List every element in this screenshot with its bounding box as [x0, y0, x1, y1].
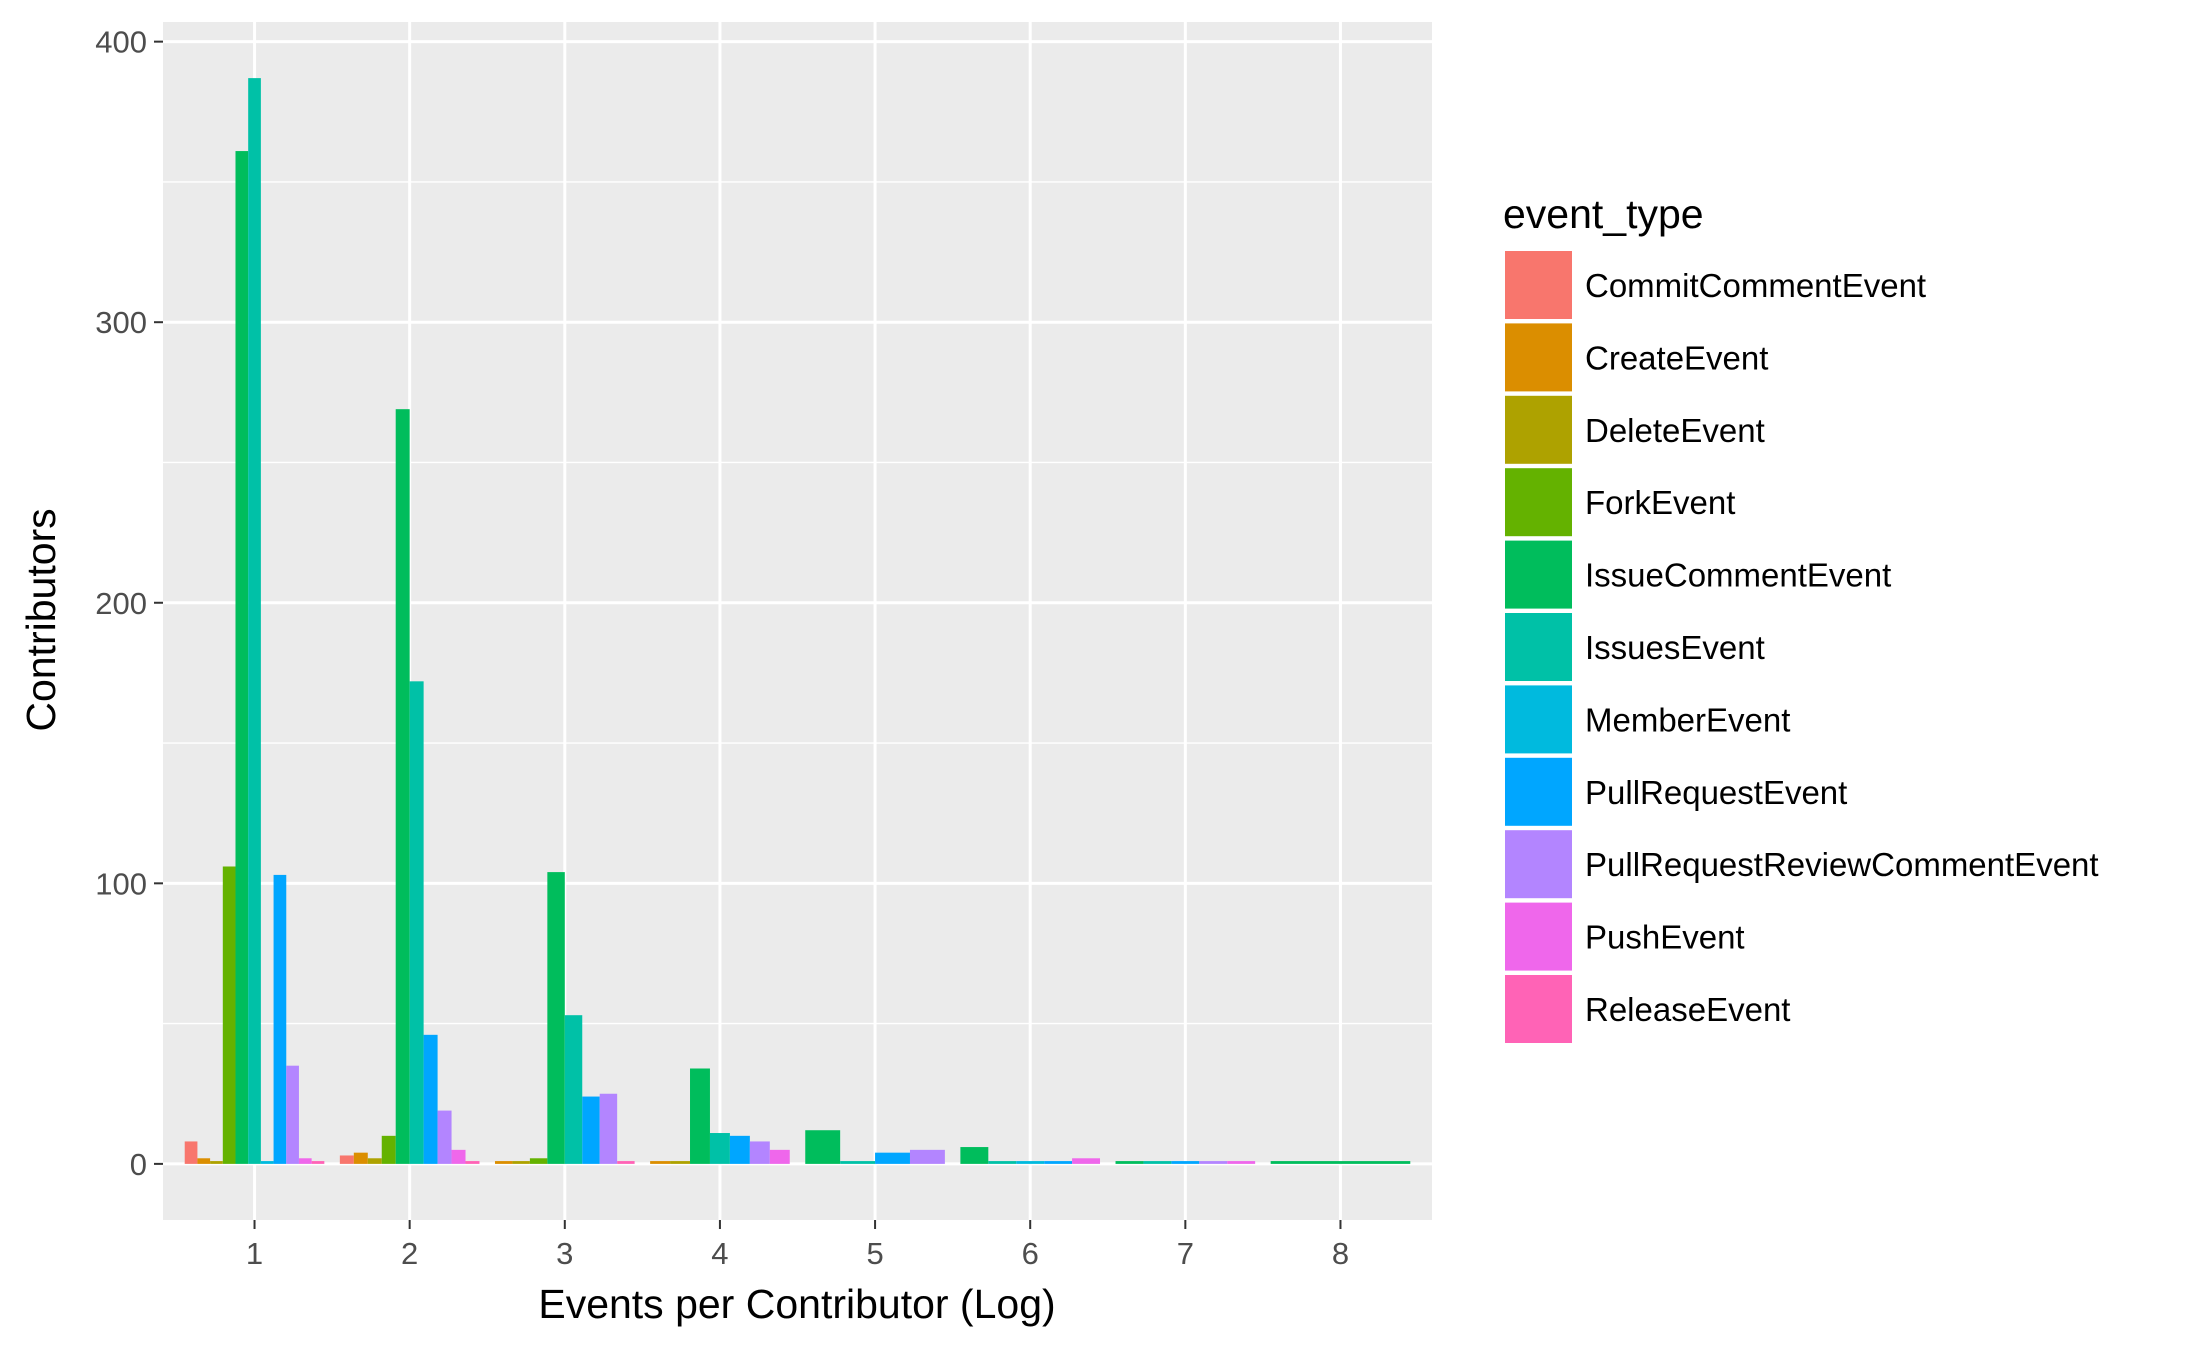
legend-key-delete-event: [1505, 395, 1572, 464]
bar-release-event-x2: [465, 1161, 480, 1164]
legend-label-create-event: CreateEvent: [1585, 339, 1768, 376]
legend-key-create-event: [1505, 323, 1572, 392]
legend-label-push-event: PushEvent: [1585, 919, 1745, 956]
bar-issue-comment-event-x8: [1270, 1161, 1411, 1164]
legend-label-fork-event: ForkEvent: [1585, 484, 1735, 521]
bar-pull-request-event-x4: [729, 1135, 750, 1164]
legend-label-commit-comment-event: CommitCommentEvent: [1585, 267, 1926, 304]
bar-pull-request-review-comment-event-x1: [286, 1065, 299, 1164]
bar-pull-request-review-comment-event-x3: [599, 1093, 618, 1164]
bar-push-event-x2: [451, 1149, 466, 1164]
x-tick-label: 4: [711, 1236, 728, 1271]
bar-create-event-x2: [353, 1152, 368, 1164]
bar-delete-event-x1: [210, 1161, 223, 1164]
bar-pull-request-review-comment-event-x5: [909, 1149, 945, 1164]
bar-release-event-x3: [617, 1161, 635, 1164]
bar-release-event-x1: [311, 1161, 325, 1164]
legend-key-commit-comment-event: [1505, 251, 1572, 319]
y-tick-label: 400: [95, 25, 147, 60]
x-tick-label: 7: [1177, 1236, 1194, 1271]
grid-lines: [163, 22, 1432, 1220]
bar-issue-comment-event-x3: [547, 872, 565, 1164]
bar-issues-event-x5: [840, 1161, 876, 1164]
bar-pull-request-event-x6: [1044, 1161, 1073, 1164]
legend-key-member-event: [1505, 685, 1572, 754]
legend-key-push-event: [1505, 902, 1572, 971]
legend-key-pull-request-review-comment-event: [1505, 830, 1572, 899]
y-tick-label: 200: [95, 586, 147, 621]
bar-pull-request-review-comment-event-x2: [437, 1110, 452, 1164]
bar-push-event-x6: [1072, 1158, 1101, 1164]
bar-pull-request-event-x1: [273, 874, 287, 1164]
y-tick-label: 100: [95, 866, 147, 901]
y-axis-ticks: 0 100 200 300 400: [95, 25, 163, 1182]
bars: [184, 78, 1411, 1164]
bar-issues-event-x6: [988, 1161, 1017, 1164]
x-tick-label: 2: [401, 1236, 418, 1271]
bar-issue-comment-event-x1: [235, 151, 249, 1164]
legend-label-release-event: ReleaseEvent: [1585, 991, 1790, 1028]
legend-label-pull-request-event: PullRequestEvent: [1585, 774, 1847, 811]
bar-create-event-x3: [494, 1161, 513, 1164]
bar-issues-event-x1: [248, 78, 261, 1164]
y-axis-title: Contributors: [18, 508, 64, 731]
legend-label-member-event: MemberEvent: [1585, 701, 1790, 738]
legend-key-fork-event: [1505, 468, 1572, 537]
y-tick-label: 0: [130, 1147, 147, 1182]
x-tick-label: 1: [246, 1236, 263, 1271]
x-tick-label: 8: [1332, 1236, 1349, 1271]
bar-fork-event-x2: [381, 1135, 396, 1164]
bar-member-event-x6: [1016, 1161, 1045, 1164]
bar-member-event-x1: [260, 1161, 274, 1164]
bar-issue-comment-event-x6: [960, 1147, 989, 1164]
x-tick-label: 5: [866, 1236, 883, 1271]
bar-pull-request-event-x5: [875, 1152, 910, 1164]
bar-create-event-x1: [197, 1158, 211, 1164]
bar-issue-comment-event-x5: [805, 1130, 841, 1164]
bar-issue-comment-event-x4: [690, 1068, 710, 1164]
bar-push-event-x7: [1227, 1161, 1256, 1164]
legend-key-issue-comment-event: [1505, 540, 1572, 609]
legend-key-issues-event: [1505, 613, 1572, 681]
bar-pull-request-review-comment-event-x4: [749, 1141, 770, 1164]
bar-pull-request-event-x3: [582, 1096, 600, 1164]
bar-pull-request-review-comment-event-x7: [1199, 1161, 1228, 1164]
legend-key-release-event: [1505, 975, 1572, 1043]
bar-push-event-x1: [298, 1158, 312, 1164]
legend-label-issue-comment-event: IssueCommentEvent: [1585, 557, 1891, 594]
bar-create-event-x4: [650, 1161, 671, 1164]
bar-issue-comment-event-x7: [1115, 1161, 1144, 1164]
bar-commit-comment-event-x1: [184, 1141, 198, 1164]
x-tick-label: 3: [556, 1236, 573, 1271]
bar-issues-event-x2: [409, 681, 424, 1164]
x-axis-ticks: 1 2 3 4 5 6 7 8: [246, 1220, 1349, 1271]
bar-delete-event-x2: [367, 1158, 382, 1164]
bar-delete-event-x4: [670, 1161, 691, 1164]
bar-pull-request-event-x2: [423, 1034, 438, 1164]
bar-issue-comment-event-x2: [395, 409, 410, 1164]
legend-label-pull-request-review-comment-event: PullRequestReviewCommentEvent: [1585, 846, 2099, 883]
bar-issues-event-x4: [709, 1133, 730, 1164]
bar-push-event-x4: [769, 1149, 790, 1164]
x-tick-label: 6: [1022, 1236, 1039, 1271]
bar-issues-event-x3: [564, 1015, 583, 1164]
legend-label-issues-event: IssuesEvent: [1585, 629, 1765, 666]
bar-pull-request-event-x7: [1171, 1161, 1200, 1164]
bar-fork-event-x1: [222, 866, 236, 1164]
legend-title: event_type: [1503, 191, 1704, 237]
legend-key-pull-request-event: [1505, 757, 1572, 826]
plot-panel-background: [163, 22, 1432, 1220]
legend: event_type CommitCommentEvent CreateEvent…: [1503, 191, 2099, 1043]
y-tick-label: 300: [95, 305, 147, 340]
legend-label-delete-event: DeleteEvent: [1585, 412, 1765, 449]
x-axis-title: Events per Contributor (Log): [538, 1281, 1055, 1327]
bar-delete-event-x3: [512, 1161, 530, 1164]
bar-fork-event-x3: [529, 1158, 548, 1164]
bar-issues-event-x7: [1143, 1161, 1172, 1164]
bar-commit-comment-event-x2: [339, 1155, 354, 1164]
